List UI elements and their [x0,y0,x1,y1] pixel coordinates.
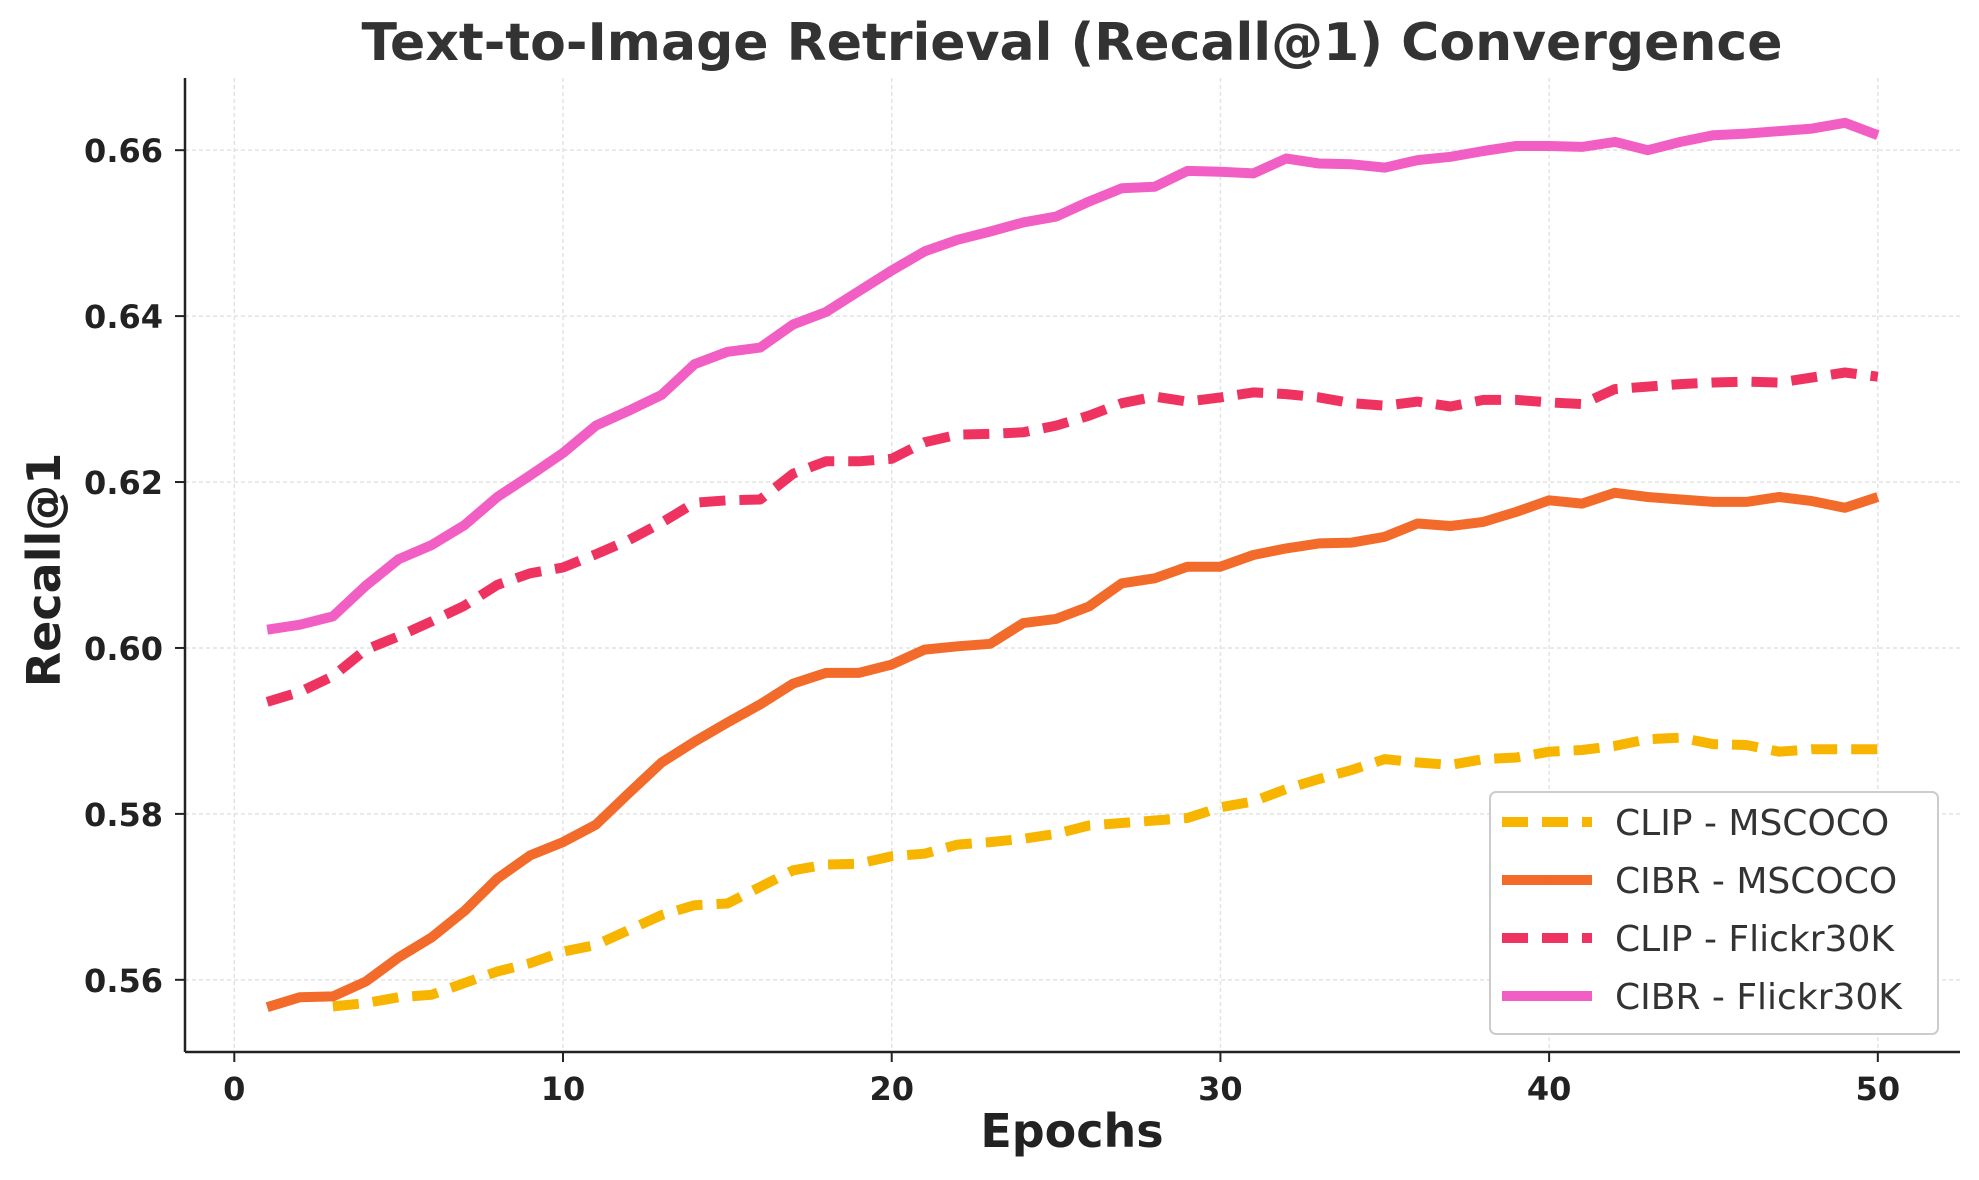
x-axis-label: Epochs [980,1104,1163,1158]
legend-box [1489,791,1939,1035]
y-axis-label: Recall@1 [17,453,71,687]
series-line-2 [265,367,1879,707]
y-tick-label: 0.64 [84,298,163,336]
series-line-0 [332,732,1878,1012]
series-line-3 [266,117,1880,635]
series-lines [265,117,1880,1012]
x-tick-label: 20 [869,1070,914,1108]
legend-label: CIBR - MSCOCO [1615,861,1897,902]
y-tick-label: 0.62 [84,464,163,502]
legend-label: CIBR - Flickr30K [1615,977,1903,1018]
x-tick-label: 50 [1856,1070,1901,1108]
legend: CLIP - MSCOCO CIBR - MSCOCO CLIP - Flickr3… [1489,791,1939,1035]
y-tick-label: 0.56 [84,962,163,1000]
axes [175,78,1960,1062]
y-tick-label: 0.66 [84,132,163,170]
legend-label: CLIP - MSCOCO [1615,803,1889,844]
chart-title: Text-to-Image Retrieval (Recall@1) Conve… [361,13,1782,73]
x-tick-label: 30 [1198,1070,1243,1108]
y-tick-label: 0.60 [84,630,163,668]
x-tick-label: 0 [223,1070,245,1108]
x-tick-label: 10 [541,1070,586,1108]
tick-labels: 0 10 20 30 40 50 0.56 0.58 0.60 0.62 0.64 0.66 [84,132,1900,1108]
x-tick-label: 40 [1527,1070,1572,1108]
y-tick-label: 0.58 [84,796,163,834]
legend-label: CLIP - Flickr30K [1615,919,1895,960]
series-line-1 [265,487,1880,1012]
